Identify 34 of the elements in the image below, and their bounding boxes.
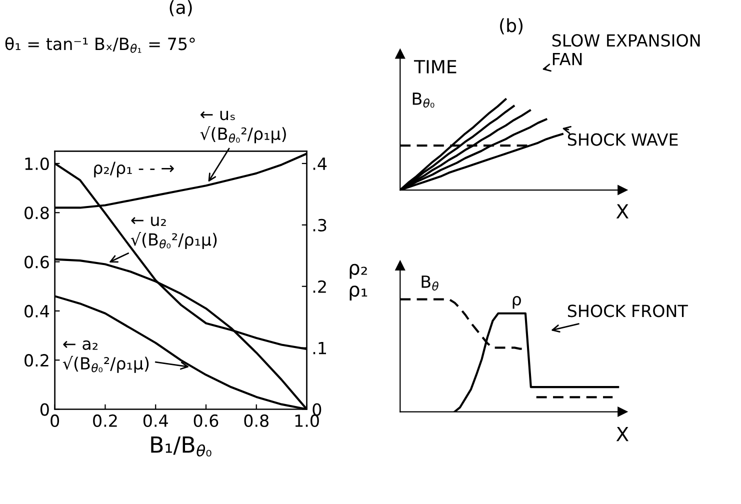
x-axis-title: X xyxy=(616,426,628,442)
annotation: ← uₛ √(B$_{θ₀}$²/ρ₁μ) xyxy=(200,110,286,144)
annotation: ρ xyxy=(512,296,521,309)
text: θ₁ = tan⁻¹ Bₓ/B$_{θ₁}$ = 75° xyxy=(5,37,195,53)
x-tick-label: 0.6 xyxy=(194,414,218,428)
y-tick-label: 0.6 xyxy=(24,256,49,268)
y-axis-title: TIME xyxy=(414,60,456,74)
annotation: B$_{θ₀}$ xyxy=(412,92,434,108)
y-tick-label: 0.2 xyxy=(24,354,48,367)
annotation: ρ₂/ρ₁ - - → xyxy=(94,162,174,178)
text: SHOCK WAVE xyxy=(568,133,678,146)
x-axis-title: X xyxy=(616,204,628,218)
annotation: ← a₂ √(B$_{θ₀}$²/ρ₁μ) xyxy=(62,340,149,373)
y2-tick-label: .3 xyxy=(313,218,326,232)
x-tick-label: 0.2 xyxy=(93,414,117,428)
y2-tick-label: .2 xyxy=(313,280,326,293)
y-tick-label: 1.0 xyxy=(25,157,49,170)
text: SLOW EXPANSION FAN xyxy=(552,34,700,66)
y2-axis-title: ρ₂ ρ₁ xyxy=(350,264,368,301)
annotation: ← u₂ √(B$_{θ₀}$²/ρ₁μ) xyxy=(130,216,217,250)
x-tick-label: 0.8 xyxy=(244,414,268,428)
text: B$_{θ}$ xyxy=(422,276,438,291)
chart-title: (b) xyxy=(500,18,523,34)
y2-tick-label: .1 xyxy=(313,342,326,354)
y2-tick-label: .4 xyxy=(313,158,327,170)
x-tick-label: 0.4 xyxy=(143,414,168,428)
x-tick-label: 0 xyxy=(50,414,60,428)
y-tick-label: 0.4 xyxy=(24,304,50,318)
x-tick-label: 1.0 xyxy=(295,414,319,428)
annotation: SHOCK FRONT xyxy=(568,304,688,318)
x-axis-title: B₁/B$_{θ₀}$ xyxy=(151,436,212,456)
y-tick-label: 0 xyxy=(40,403,49,416)
y-tick-label: 0.8 xyxy=(24,206,49,220)
chart-title: (a) xyxy=(170,0,192,16)
